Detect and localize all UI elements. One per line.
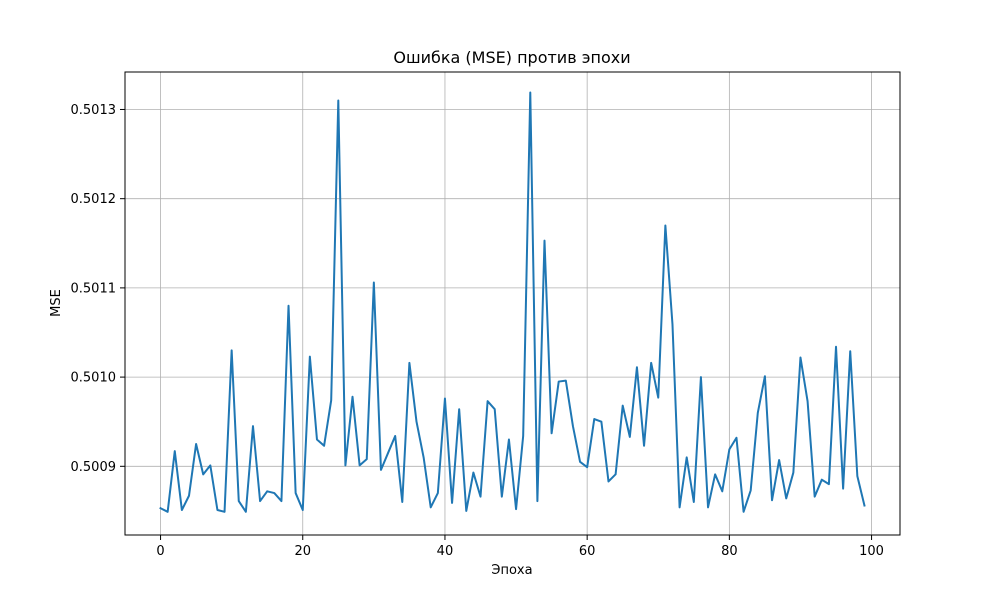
x-tick-label: 60 [579,544,596,559]
y-axis-label: MSE [49,289,64,317]
plot-frame [124,71,901,536]
x-axis: 0 20 40 60 80 100 [156,535,884,559]
series-line [159,91,866,513]
x-tick-label: 80 [721,544,738,559]
x-tick-label: 0 [156,544,164,559]
y-tick-label: 0.5011 [71,281,117,296]
grid-lines [125,72,900,535]
x-tick-label: 20 [294,544,311,559]
y-tick-label: 0.5009 [71,460,117,475]
series-layer [159,91,866,513]
y-tick-label: 0.5013 [71,103,117,118]
x-tick-label: 40 [437,544,454,559]
x-tick-label: 100 [859,544,884,559]
chart-title: Ошибка (MSE) против эпохи [393,48,630,67]
y-tick-label: 0.5010 [71,371,117,386]
y-axis: 0.5009 0.5010 0.5011 0.5012 0.5013 [71,103,125,475]
x-axis-label: Эпоха [491,563,532,578]
y-tick-label: 0.5012 [71,192,117,207]
